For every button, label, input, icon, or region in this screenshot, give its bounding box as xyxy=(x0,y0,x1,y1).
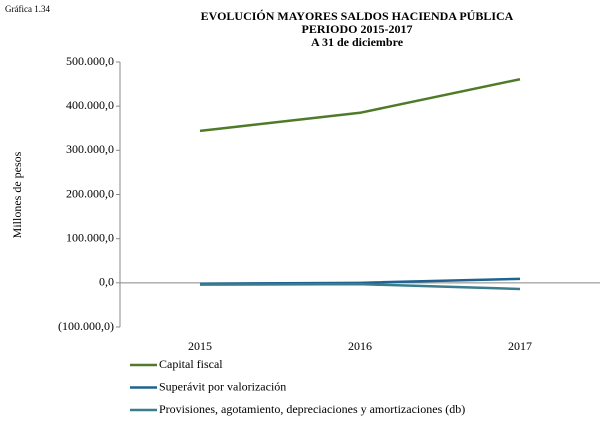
y-axis-label: Millones de pesos xyxy=(10,151,24,238)
chart-title: EVOLUCIÓN MAYORES SALDOS HACIENDA PÚBLIC… xyxy=(201,9,514,23)
chart-label: Gráfica 1.34 xyxy=(5,4,50,14)
series-line xyxy=(199,282,521,291)
x-tick-label: 2015 xyxy=(188,339,212,353)
legend-label: Provisiones, agotamiento, depreciaciones… xyxy=(159,402,465,416)
legend-label: Superávit por valorización xyxy=(159,379,286,393)
legend-label: Capital fiscal xyxy=(159,357,223,371)
y-tick-label: 100.000,0 xyxy=(66,230,114,244)
y-tick-label: 200.000,0 xyxy=(66,186,114,200)
y-tick-label: 400.000,0 xyxy=(66,98,114,112)
chart-title: PERIODO 2015-2017 xyxy=(302,22,413,36)
y-tick-label: 300.000,0 xyxy=(66,142,114,156)
y-tick-label: 0,0 xyxy=(99,275,114,289)
x-tick-label: 2017 xyxy=(508,339,532,353)
series-line xyxy=(199,78,521,133)
chart-title: A 31 de diciembre xyxy=(311,35,404,49)
y-tick-label: 500.000,0 xyxy=(66,54,114,68)
x-tick-label: 2016 xyxy=(348,339,372,353)
y-tick-label: (100.000,0) xyxy=(58,319,114,333)
